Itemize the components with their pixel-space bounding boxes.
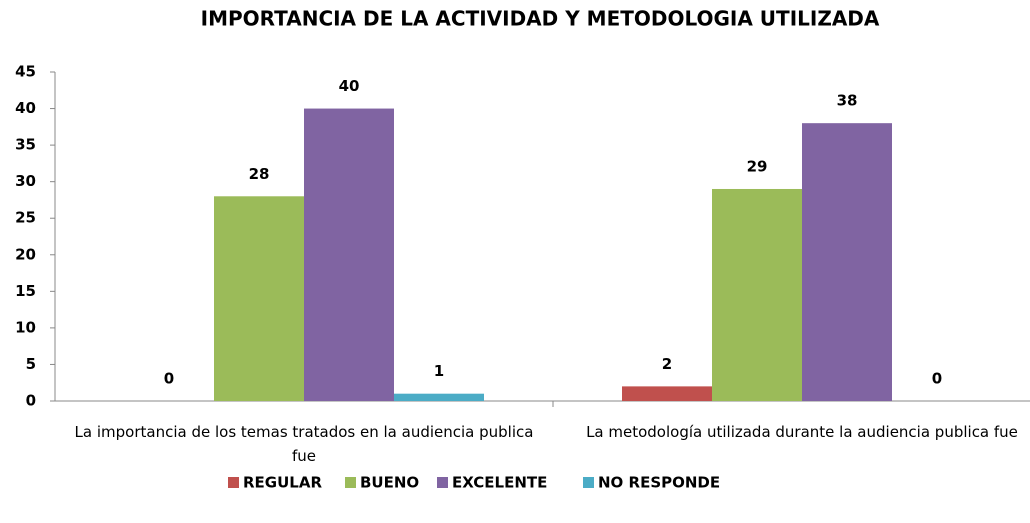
data-label: 38 bbox=[837, 92, 858, 110]
legend-label: EXCELENTE bbox=[452, 474, 547, 492]
data-label: 2 bbox=[662, 355, 672, 373]
bar bbox=[214, 196, 304, 401]
bar bbox=[712, 188, 802, 401]
legend-swatch bbox=[345, 477, 356, 488]
x-tick-label: La importancia de los temas tratados en … bbox=[74, 423, 534, 465]
bar bbox=[394, 393, 484, 401]
x-tick-label: La metodología utilizada durante la audi… bbox=[586, 423, 1018, 441]
y-tick-label: 40 bbox=[15, 99, 36, 117]
legend-swatch bbox=[437, 477, 448, 488]
y-tick-label: 30 bbox=[15, 172, 36, 190]
legend-swatch bbox=[228, 477, 239, 488]
data-label: 0 bbox=[164, 370, 174, 388]
data-label: 40 bbox=[339, 77, 360, 95]
bar bbox=[304, 108, 394, 402]
bar bbox=[622, 386, 712, 401]
legend-label: NO RESPONDE bbox=[598, 474, 720, 492]
legend-swatch bbox=[583, 477, 594, 488]
y-tick-label: 15 bbox=[15, 282, 36, 300]
data-label: 28 bbox=[249, 165, 270, 183]
legend-label: REGULAR bbox=[243, 474, 322, 492]
y-tick-label: 45 bbox=[15, 63, 36, 81]
chart-title: IMPORTANCIA DE LA ACTIVIDAD Y METODOLOGI… bbox=[201, 7, 880, 31]
legend-label: BUENO bbox=[360, 474, 419, 492]
data-label: 29 bbox=[747, 157, 768, 175]
bar bbox=[802, 123, 892, 401]
y-tick-label: 35 bbox=[15, 136, 36, 154]
y-tick-label: 20 bbox=[15, 245, 36, 263]
y-tick-label: 25 bbox=[15, 209, 36, 227]
y-tick-label: 10 bbox=[15, 318, 36, 336]
data-label: 0 bbox=[932, 370, 942, 388]
y-tick-label: 0 bbox=[26, 392, 36, 410]
data-label: 1 bbox=[434, 362, 444, 380]
y-tick-label: 5 bbox=[26, 355, 36, 373]
